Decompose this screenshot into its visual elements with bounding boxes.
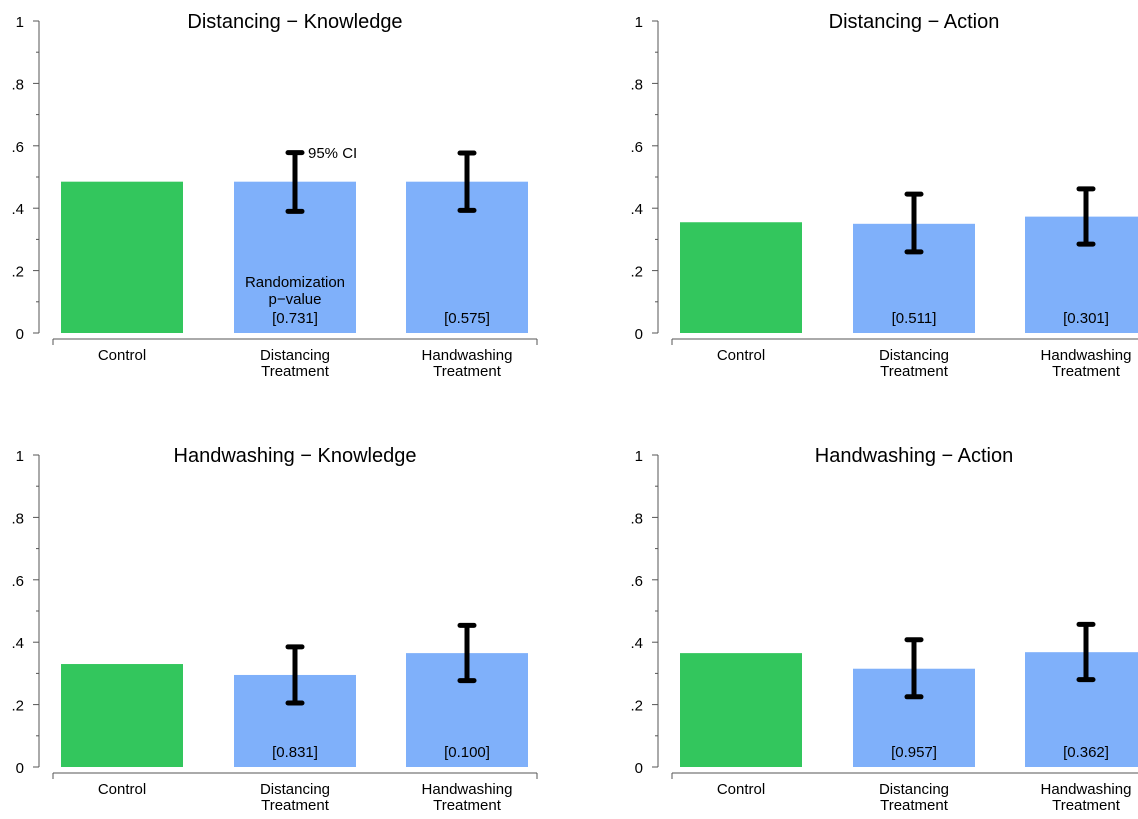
x-category-label: Treatment — [880, 797, 949, 814]
bar-control — [680, 222, 802, 333]
x-category-label: Distancing — [260, 781, 330, 798]
x-category-label: Treatment — [433, 363, 502, 380]
panel-3: Handwashing − Knowledge 0 .2 .4 .6 .8 1 Control… — [11, 445, 538, 814]
y-tick-label: .4 — [11, 635, 24, 652]
bar-treatment — [1025, 216, 1138, 333]
x-category-label: Handwashing — [422, 781, 513, 798]
panel-2: Distancing − Action 0 .2 .4 .6 .8 1 Control Dist… — [630, 11, 1138, 380]
x-category-label: Treatment — [261, 363, 330, 380]
x-category-label: Control — [717, 347, 765, 364]
y-tick-label: .6 — [630, 573, 643, 590]
panel-title: Distancing − Knowledge — [187, 11, 402, 33]
ci-annotation: 95% CI — [308, 145, 357, 162]
pvalue-annotation: p−value — [269, 291, 322, 308]
x-category-label: Distancing — [879, 781, 949, 798]
y-tick-label: 0 — [635, 760, 643, 777]
panel-title: Handwashing − Action — [815, 445, 1013, 467]
p-value-label: [0.575] — [444, 310, 490, 327]
x-category-label: Control — [98, 347, 146, 364]
x-category-label: Distancing — [260, 347, 330, 364]
y-tick-label: .2 — [11, 698, 24, 715]
p-value-label: [0.301] — [1063, 310, 1109, 327]
p-value-label: [0.511] — [892, 310, 937, 327]
bar-control — [61, 181, 183, 333]
y-tick-label: .8 — [11, 510, 24, 527]
y-tick-label: 0 — [635, 326, 643, 343]
bar-control — [680, 653, 802, 767]
bar-control — [61, 664, 183, 767]
y-tick-label: .2 — [630, 698, 643, 715]
x-category-label: Handwashing — [1041, 347, 1132, 364]
y-tick-label: .6 — [11, 139, 24, 156]
y-tick-label: 0 — [16, 326, 24, 343]
y-tick-label: .4 — [630, 201, 643, 218]
y-tick-label: .4 — [11, 201, 24, 218]
y-tick-label: 1 — [635, 14, 643, 31]
x-category-label: Control — [98, 781, 146, 798]
x-category-label: Treatment — [433, 797, 502, 814]
pvalue-annotation: Randomization — [245, 274, 345, 291]
x-category-label: Handwashing — [422, 347, 513, 364]
error-bar — [1076, 186, 1096, 247]
y-tick-label: .6 — [11, 573, 24, 590]
y-tick-label: .4 — [630, 635, 643, 652]
x-category-label: Handwashing — [1041, 781, 1132, 798]
x-category-label: Treatment — [1052, 363, 1121, 380]
error-bar — [457, 622, 477, 684]
x-category-label: Distancing — [879, 347, 949, 364]
error-bar — [1076, 621, 1096, 683]
bar-treatment — [1025, 652, 1138, 767]
y-tick-label: 1 — [16, 14, 24, 31]
error-bar — [285, 644, 305, 706]
y-tick-label: 1 — [635, 448, 643, 465]
p-value-label: [0.100] — [444, 744, 490, 761]
x-category-label: Treatment — [1052, 797, 1121, 814]
error-bar — [904, 637, 924, 700]
error-bar — [904, 191, 924, 255]
p-value-label: [0.731] — [272, 310, 318, 327]
p-value-label: [0.831] — [272, 744, 318, 761]
p-value-label: [0.957] — [891, 744, 937, 761]
p-value-label: [0.362] — [1063, 744, 1109, 761]
y-tick-label: .2 — [630, 264, 643, 281]
error-bar — [285, 150, 305, 214]
y-tick-label: .8 — [11, 76, 24, 93]
y-tick-label: .8 — [630, 76, 643, 93]
panel-1: Distancing − Knowledge 0 .2 .4 .6 .8 1 Control D… — [11, 11, 538, 380]
y-tick-label: 1 — [16, 448, 24, 465]
error-bar — [457, 150, 477, 213]
x-category-label: Control — [717, 781, 765, 798]
panel-title: Distancing − Action — [829, 11, 1000, 33]
panel-4: Handwashing − Action 0 .2 .4 .6 .8 1 Control Dis… — [630, 445, 1138, 814]
y-tick-label: .6 — [630, 139, 643, 156]
x-category-label: Treatment — [880, 363, 949, 380]
y-tick-label: .2 — [11, 264, 24, 281]
y-tick-label: 0 — [16, 760, 24, 777]
panel-title: Handwashing − Knowledge — [174, 445, 417, 467]
x-category-label: Treatment — [261, 797, 330, 814]
y-tick-label: .8 — [630, 510, 643, 527]
